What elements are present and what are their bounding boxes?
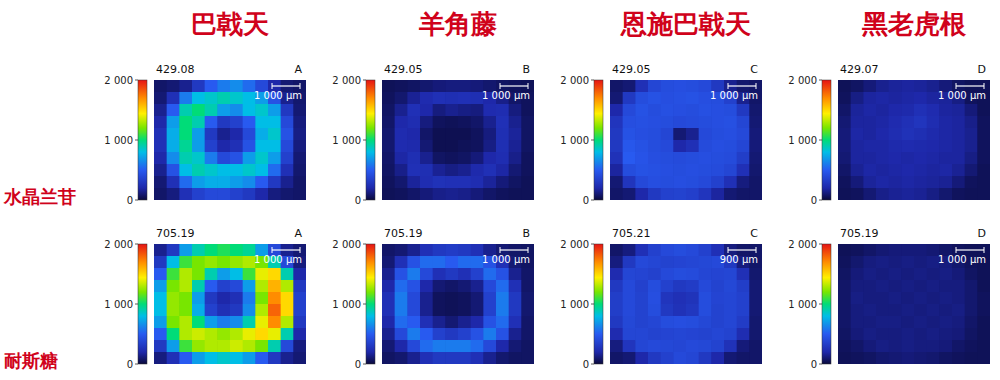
html-text:429.08: 429.08 — [156, 63, 195, 76]
svg-text:1 000: 1 000 — [560, 135, 589, 146]
svg-text:1 000 μm: 1 000 μm — [938, 90, 986, 101]
svg-text:2 000: 2 000 — [104, 75, 133, 86]
svg-text:0: 0 — [127, 195, 133, 206]
html-text:黑老虎根: 黑老虎根 — [862, 9, 966, 39]
svg-text:0: 0 — [811, 359, 817, 370]
svg-text:1 000 μm: 1 000 μm — [254, 254, 302, 265]
svg-text:1 000: 1 000 — [332, 299, 361, 310]
svg-text:1 000 μm: 1 000 μm — [938, 254, 986, 265]
svg-text:900 μm: 900 μm — [720, 254, 758, 265]
html-text:D: D — [977, 227, 986, 240]
svg-text:2 000: 2 000 — [788, 239, 817, 250]
svg-text:1 000: 1 000 — [788, 299, 817, 310]
svg-text:0: 0 — [355, 359, 361, 370]
svg-text:2 000: 2 000 — [560, 75, 589, 86]
html-text:705.19: 705.19 — [840, 227, 879, 240]
svg-text:1 000 μm: 1 000 μm — [482, 90, 530, 101]
svg-text:1 000: 1 000 — [788, 135, 817, 146]
html-text:耐斯糖: 耐斯糖 — [4, 349, 58, 371]
html-text:巴戟天: 巴戟天 — [191, 9, 269, 39]
svg-text:0: 0 — [583, 359, 589, 370]
svg-text:2 000: 2 000 — [788, 75, 817, 86]
html-text:A: A — [294, 227, 302, 240]
svg-text:0: 0 — [583, 195, 589, 206]
html-text:A: A — [294, 63, 302, 76]
html-text:B: B — [522, 63, 530, 76]
html-text:D: D — [977, 63, 986, 76]
html-text:C: C — [750, 227, 758, 240]
svg-text:0: 0 — [811, 195, 817, 206]
svg-text:1 000: 1 000 — [560, 299, 589, 310]
svg-text:0: 0 — [127, 359, 133, 370]
html-text:429.05: 429.05 — [612, 63, 651, 76]
html-text:水晶兰苷: 水晶兰苷 — [4, 185, 76, 207]
html-text:C: C — [750, 63, 758, 76]
svg-text:1 000 μm: 1 000 μm — [710, 90, 758, 101]
svg-text:1 000 μm: 1 000 μm — [482, 254, 530, 265]
html-text:恩施巴戟天: 恩施巴戟天 — [621, 9, 751, 39]
svg-text:2 000: 2 000 — [560, 239, 589, 250]
svg-text:2 000: 2 000 — [332, 239, 361, 250]
html-text:705.19: 705.19 — [384, 227, 423, 240]
svg-text:1 000: 1 000 — [104, 299, 133, 310]
svg-text:2 000: 2 000 — [332, 75, 361, 86]
svg-text:1 000 μm: 1 000 μm — [254, 90, 302, 101]
svg-text:1 000: 1 000 — [332, 135, 361, 146]
svg-text:2 000: 2 000 — [104, 239, 133, 250]
html-text:B: B — [522, 227, 530, 240]
html-text:羊角藤: 羊角藤 — [419, 9, 497, 39]
svg-text:1 000: 1 000 — [104, 135, 133, 146]
html-text:705.21: 705.21 — [612, 227, 651, 240]
html-text:429.07: 429.07 — [840, 63, 879, 76]
svg-text:0: 0 — [355, 195, 361, 206]
html-text:429.05: 429.05 — [384, 63, 423, 76]
html-text:705.19: 705.19 — [156, 227, 195, 240]
